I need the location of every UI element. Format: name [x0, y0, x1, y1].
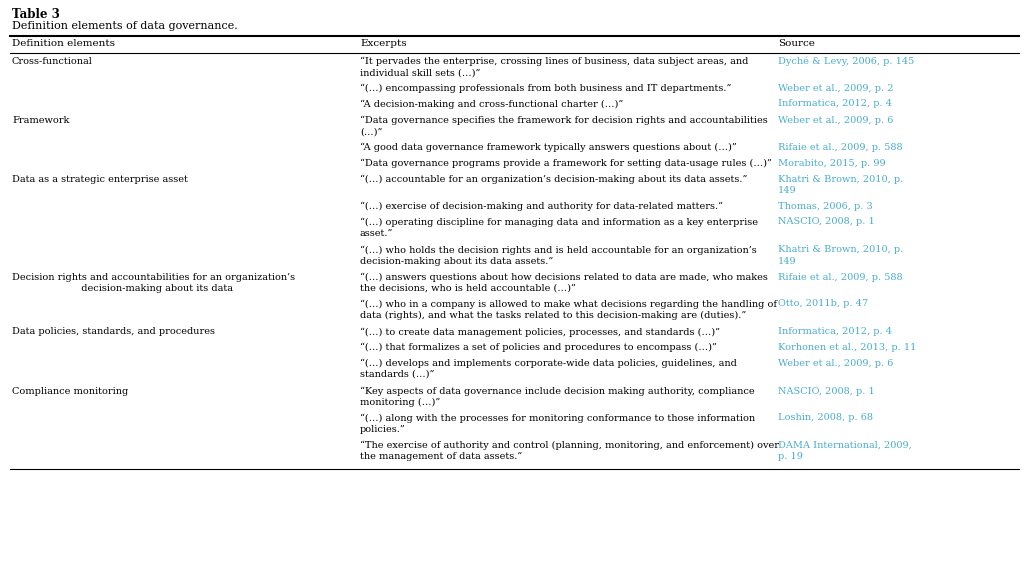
Text: Definition elements of data governance.: Definition elements of data governance. — [12, 21, 238, 31]
Text: Morabito, 2015, p. 99: Morabito, 2015, p. 99 — [778, 159, 886, 167]
Text: Weber et al., 2009, p. 6: Weber et al., 2009, p. 6 — [778, 358, 893, 368]
Text: Table 3: Table 3 — [12, 8, 60, 21]
Text: Informatica, 2012, p. 4: Informatica, 2012, p. 4 — [778, 328, 892, 336]
Text: Data policies, standards, and procedures: Data policies, standards, and procedures — [12, 328, 215, 336]
Text: “(…) who in a company is allowed to make what decisions regarding the handling o: “(…) who in a company is allowed to make… — [360, 299, 777, 320]
Text: “(…) that formalizes a set of policies and procedures to encompass (…)”: “(…) that formalizes a set of policies a… — [360, 343, 717, 352]
Text: NASCIO, 2008, p. 1: NASCIO, 2008, p. 1 — [778, 217, 875, 227]
Text: “(…) develops and implements corporate-wide data policies, guidelines, and
stand: “(…) develops and implements corporate-w… — [360, 358, 737, 379]
Text: Decision rights and accountabilities for an organization’s
  decision-making abo: Decision rights and accountabilities for… — [12, 272, 295, 293]
Text: Cross-functional: Cross-functional — [12, 57, 93, 66]
Text: Otto, 2011b, p. 47: Otto, 2011b, p. 47 — [778, 299, 868, 309]
Text: “(…) exercise of decision-making and authority for data-related matters.”: “(…) exercise of decision-making and aut… — [360, 202, 723, 211]
Text: “(…) along with the processes for monitoring conformance to those information
po: “(…) along with the processes for monito… — [360, 414, 755, 434]
Text: “(…) who holds the decision rights and is held accountable for an organization’s: “(…) who holds the decision rights and i… — [360, 246, 756, 266]
Text: Thomas, 2006, p. 3: Thomas, 2006, p. 3 — [778, 202, 873, 211]
Text: “(…) accountable for an organization’s decision-making about its data assets.”: “(…) accountable for an organization’s d… — [360, 175, 747, 184]
Text: Dyché & Levy, 2006, p. 145: Dyché & Levy, 2006, p. 145 — [778, 57, 914, 66]
Text: NASCIO, 2008, p. 1: NASCIO, 2008, p. 1 — [778, 386, 875, 396]
Text: Loshin, 2008, p. 68: Loshin, 2008, p. 68 — [778, 414, 873, 422]
Text: “A good data governance framework typically answers questions about (…)”: “A good data governance framework typica… — [360, 143, 737, 152]
Text: Informatica, 2012, p. 4: Informatica, 2012, p. 4 — [778, 99, 892, 109]
Text: “(…) encompassing professionals from both business and IT departments.”: “(…) encompassing professionals from bot… — [360, 84, 732, 94]
Text: “It pervades the enterprise, crossing lines of business, data subject areas, and: “It pervades the enterprise, crossing li… — [360, 57, 748, 77]
Text: Weber et al., 2009, p. 6: Weber et al., 2009, p. 6 — [778, 116, 893, 125]
Text: Definition elements: Definition elements — [12, 39, 115, 48]
Text: “Data governance specifies the framework for decision rights and accountabilitie: “Data governance specifies the framework… — [360, 116, 768, 137]
Text: Framework: Framework — [12, 116, 69, 125]
Text: “Key aspects of data governance include decision making authority, compliance
mo: “Key aspects of data governance include … — [360, 386, 754, 407]
Text: “(…) operating discipline for managing data and information as a key enterprise
: “(…) operating discipline for managing d… — [360, 217, 758, 238]
Text: Weber et al., 2009, p. 2: Weber et al., 2009, p. 2 — [778, 84, 893, 93]
Text: Rifaie et al., 2009, p. 588: Rifaie et al., 2009, p. 588 — [778, 143, 902, 152]
Text: Korhonen et al., 2013, p. 11: Korhonen et al., 2013, p. 11 — [778, 343, 917, 352]
Text: Rifaie et al., 2009, p. 588: Rifaie et al., 2009, p. 588 — [778, 272, 902, 282]
Text: Data as a strategic enterprise asset: Data as a strategic enterprise asset — [12, 175, 188, 184]
Text: Compliance monitoring: Compliance monitoring — [12, 386, 129, 396]
Text: Khatri & Brown, 2010, p.
149: Khatri & Brown, 2010, p. 149 — [778, 246, 903, 266]
Text: “(…) answers questions about how decisions related to data are made, who makes
t: “(…) answers questions about how decisio… — [360, 272, 768, 293]
Text: “The exercise of authority and control (planning, monitoring, and enforcement) o: “The exercise of authority and control (… — [360, 440, 779, 461]
Text: “A decision-making and cross-functional charter (…)”: “A decision-making and cross-functional … — [360, 99, 624, 109]
Text: DAMA International, 2009,
p. 19: DAMA International, 2009, p. 19 — [778, 440, 912, 461]
Text: “Data governance programs provide a framework for setting data-usage rules (…)”: “Data governance programs provide a fram… — [360, 159, 772, 168]
Text: “(…) to create data management policies, processes, and standards (…)”: “(…) to create data management policies,… — [360, 328, 720, 337]
Text: Source: Source — [778, 39, 815, 48]
Text: Excerpts: Excerpts — [360, 39, 406, 48]
Text: Khatri & Brown, 2010, p.
149: Khatri & Brown, 2010, p. 149 — [778, 175, 903, 195]
